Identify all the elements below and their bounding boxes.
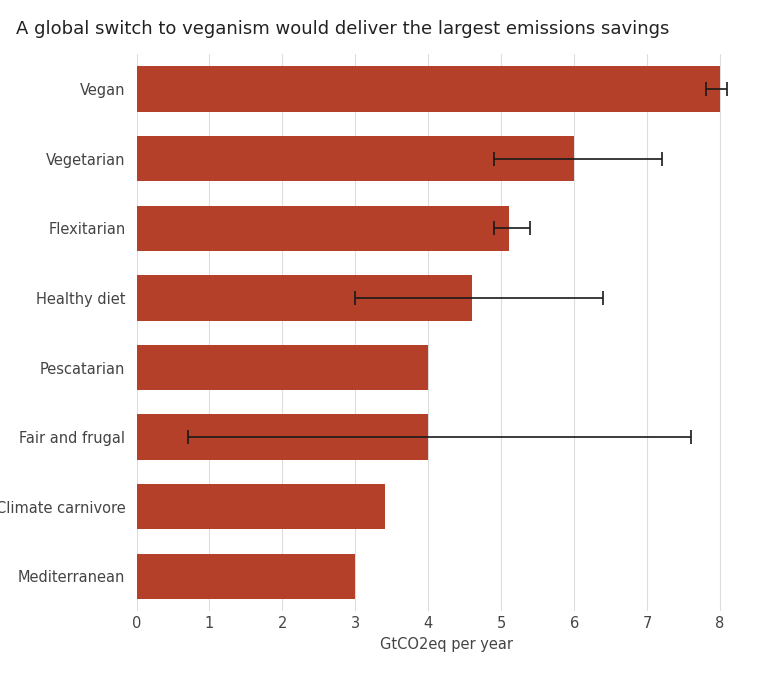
- Bar: [136, 275, 472, 320]
- Bar: [136, 67, 720, 112]
- Bar: [136, 414, 428, 460]
- Text: A global switch to veganism would deliver the largest emissions savings: A global switch to veganism would delive…: [16, 20, 669, 39]
- Bar: [136, 484, 385, 530]
- Bar: [136, 206, 509, 251]
- Bar: [136, 136, 574, 181]
- X-axis label: GtCO2eq per year: GtCO2eq per year: [380, 636, 513, 652]
- Bar: [136, 345, 428, 390]
- Bar: [136, 553, 356, 599]
